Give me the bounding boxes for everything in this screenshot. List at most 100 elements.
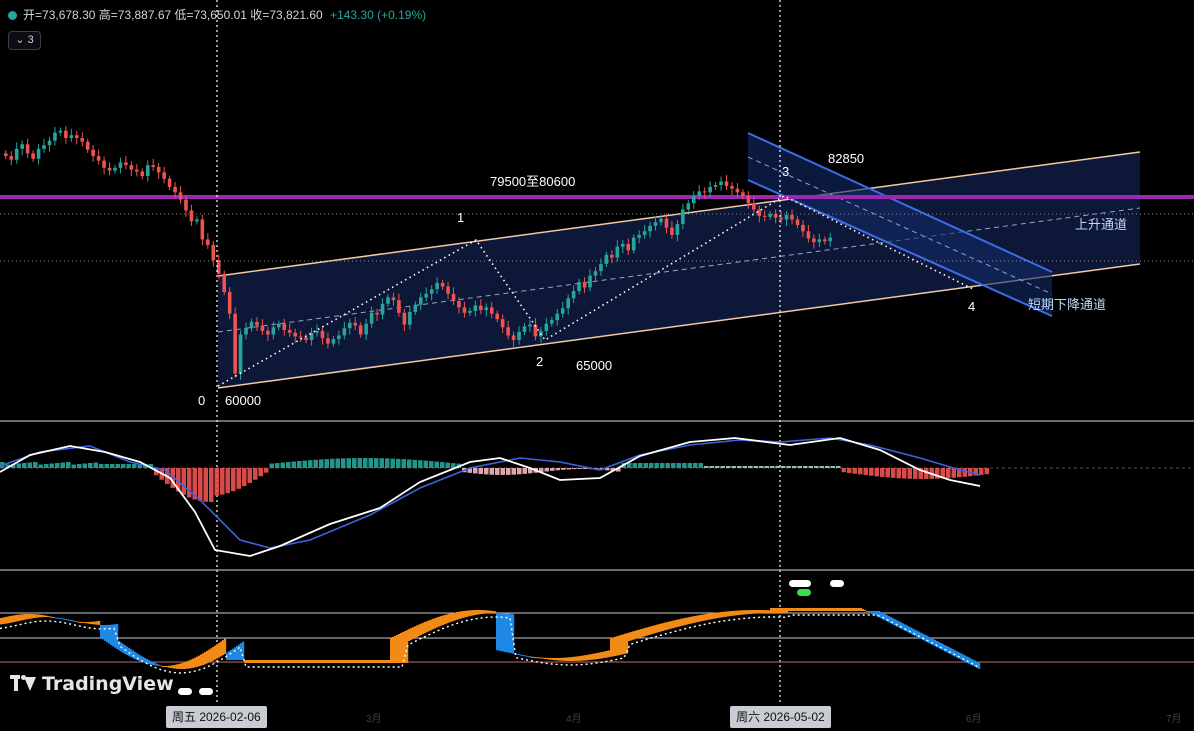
oscillator-fill	[462, 611, 465, 618]
oscillator-fill	[136, 653, 139, 661]
candle-body	[74, 135, 79, 138]
oscillator-fill	[250, 660, 253, 663]
oscillator-fill	[44, 615, 47, 618]
candle-body	[216, 260, 221, 274]
oscillator-fill	[900, 622, 903, 629]
macd-histogram-bar	[418, 460, 423, 468]
oscillator-fill	[670, 621, 673, 629]
candle-body	[730, 185, 734, 189]
oscillator-fill	[858, 608, 861, 611]
candle-body	[762, 215, 767, 217]
oscillator-fill	[764, 610, 767, 614]
oscillator-fill	[238, 644, 241, 660]
oscillator-fill	[648, 626, 651, 635]
oscillator-fill	[658, 624, 661, 633]
signal-marker	[830, 580, 844, 587]
oscillator-fill	[110, 624, 113, 645]
oscillator-fill	[274, 660, 277, 663]
oscillator-fill	[554, 657, 557, 661]
candle-body	[102, 160, 106, 168]
oscillator-fill	[690, 616, 693, 624]
oscillator-fill	[412, 627, 415, 639]
macd-histogram-bar	[940, 468, 945, 479]
oscillator-fill	[86, 621, 89, 624]
oscillator-fill	[148, 660, 151, 665]
candle-body	[768, 214, 772, 217]
macd-histogram-bar	[951, 468, 956, 478]
oscillator-fill	[312, 660, 315, 663]
oscillator-fill	[616, 636, 619, 656]
oscillator-fill	[484, 610, 487, 614]
candle-body	[735, 188, 740, 193]
oscillator-fill	[740, 610, 743, 615]
oscillator-fill	[870, 611, 873, 614]
oscillator-fill	[476, 610, 479, 615]
oscillator-fill	[138, 654, 141, 661]
candle-body	[353, 322, 358, 326]
oscillator-fill	[100, 624, 103, 638]
candle-body	[80, 137, 85, 142]
macd-histogram-bar	[797, 466, 802, 468]
macd-histogram-bar	[374, 458, 379, 468]
oscillator-fill	[666, 622, 669, 630]
oscillator-fill	[950, 648, 953, 655]
tradingview-logo: TradingView	[10, 673, 174, 695]
candle-body	[637, 234, 641, 238]
oscillator-fill	[130, 649, 133, 658]
macd-histogram-bar	[605, 468, 610, 471]
candle-body	[500, 319, 505, 328]
oscillator-fill	[798, 608, 801, 611]
macd-histogram-bar	[506, 468, 511, 475]
candle-body	[145, 165, 150, 177]
macd-histogram-bar	[786, 466, 791, 468]
macd-histogram-bar	[71, 464, 76, 468]
oscillator-fill	[756, 610, 759, 614]
macd-histogram-bar	[5, 464, 10, 468]
candle-body	[14, 148, 19, 160]
oscillator-fill	[954, 650, 957, 657]
candle-body	[58, 130, 63, 133]
oscillator-fill	[256, 660, 259, 663]
oscillator-fill	[270, 660, 273, 663]
oscillator-fill	[408, 629, 411, 641]
oscillator-fill	[304, 660, 307, 663]
candle-body	[528, 324, 532, 327]
resistance-zone-label: 79500至80600	[490, 174, 576, 189]
oscillator-fill	[362, 660, 365, 663]
macd-histogram-bar	[330, 458, 335, 468]
candle-body	[462, 307, 467, 313]
wave-2-label: 2	[536, 354, 544, 369]
oscillator-fill	[470, 610, 473, 616]
macd-histogram-bar	[830, 466, 835, 468]
collapse-indicators-button[interactable]: ⌄ 3	[8, 31, 41, 50]
signal-marker	[178, 688, 192, 695]
oscillator-fill	[692, 616, 695, 624]
oscillator-fill	[850, 608, 853, 611]
candle-body	[277, 323, 281, 328]
macd-histogram-bar	[357, 458, 362, 468]
candle-body	[517, 331, 521, 340]
oscillator-fill	[422, 622, 425, 635]
macd-histogram-bar	[561, 468, 566, 470]
oscillator-fill	[494, 611, 497, 614]
candle-body	[195, 219, 199, 222]
oscillator-fill	[768, 610, 771, 614]
candle-body	[69, 135, 74, 138]
oscillator-fill	[854, 608, 857, 611]
oscillator-fill	[496, 613, 499, 651]
oscillator-fill	[876, 611, 879, 617]
oscillator-fill	[480, 610, 483, 615]
oscillator-fill	[594, 653, 597, 660]
oscillator-fill	[326, 660, 329, 663]
macd-histogram-bar	[627, 463, 632, 468]
oscillator-fill	[586, 654, 589, 661]
macd-histogram-bar	[583, 468, 588, 470]
candle-body	[347, 322, 352, 329]
close-label: 收	[250, 8, 263, 22]
open-label: 开	[23, 8, 36, 22]
oscillator-fill	[518, 654, 521, 656]
oscillator-fill	[132, 650, 135, 659]
oscillator-fill	[434, 618, 437, 629]
oscillator-fill	[346, 660, 349, 663]
tradingview-icon	[10, 675, 36, 691]
